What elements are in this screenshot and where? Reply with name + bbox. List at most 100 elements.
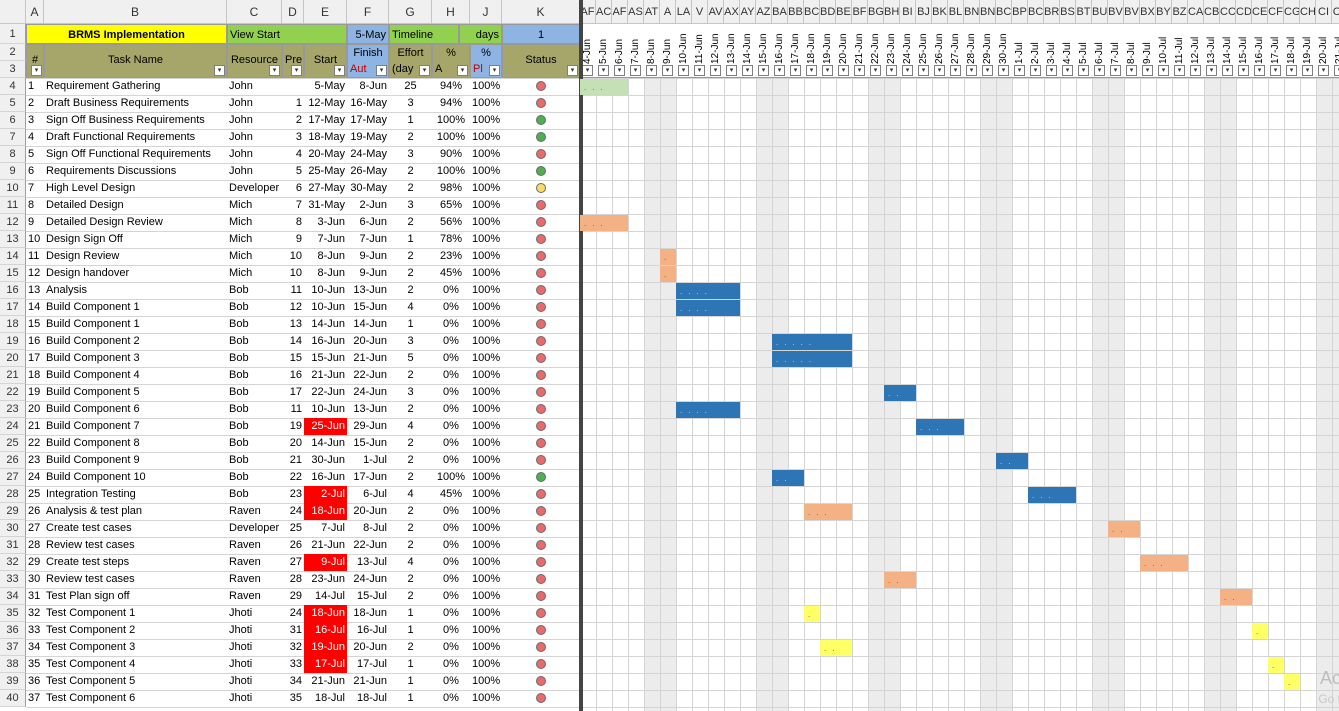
filter-dropdown-icon[interactable]: ▾ (457, 65, 468, 76)
task-pct-actual[interactable]: 0% (443, 539, 459, 551)
gantt-bar[interactable]: .. (1220, 589, 1252, 605)
task-number[interactable]: 24 (28, 471, 41, 483)
task-effort[interactable]: 2 (407, 522, 414, 534)
gantt-bar[interactable]: .. (1108, 521, 1140, 537)
task-pct-planned[interactable]: 100% (472, 114, 501, 126)
column-header-g[interactable]: G (389, 0, 432, 24)
task-predecessor[interactable]: 25 (289, 522, 302, 534)
task-pct-planned[interactable]: 100% (472, 641, 501, 653)
task-pct-planned[interactable]: 100% (472, 301, 501, 313)
task-pct-planned[interactable]: 100% (472, 318, 501, 330)
task-resource[interactable]: John (229, 148, 253, 160)
row-header[interactable]: 1 (0, 24, 26, 44)
task-pct-planned[interactable]: 100% (472, 182, 501, 194)
task-pct-actual[interactable]: 45% (439, 267, 463, 279)
task-start[interactable]: 2-Jul (304, 486, 347, 503)
filter-dropdown-icon[interactable]: ▾ (1158, 65, 1169, 76)
task-resource[interactable]: Jhoti (229, 624, 253, 636)
column-header-gantt[interactable]: AS (628, 0, 644, 24)
task-predecessor[interactable]: 27 (289, 556, 302, 568)
filter-dropdown-icon[interactable]: ▾ (419, 65, 430, 76)
task-predecessor[interactable]: 3 (295, 131, 302, 143)
task-number[interactable]: 20 (28, 403, 41, 415)
column-header-gantt[interactable]: BD (820, 0, 836, 24)
task-pct-planned[interactable]: 100% (472, 539, 501, 551)
task-predecessor[interactable]: 10 (289, 250, 302, 262)
gantt-bar[interactable]: .... (676, 283, 740, 299)
task-start[interactable]: 18-Jul (315, 692, 345, 704)
column-header-gantt[interactable]: BV (1124, 0, 1140, 24)
column-header-a[interactable]: A (26, 0, 44, 24)
task-effort[interactable]: 1 (407, 318, 414, 330)
task-start[interactable]: 17-May (308, 114, 345, 126)
column-header-gantt[interactable]: BS (1060, 0, 1076, 24)
row-header[interactable]: 17 (0, 299, 26, 316)
gantt-bar[interactable]: ... (580, 215, 628, 231)
task-finish[interactable]: 18-Jul (357, 692, 387, 704)
gantt-bar[interactable]: . (660, 266, 676, 282)
task-finish[interactable]: 13-Jun (353, 403, 387, 415)
task-pct-actual[interactable]: 0% (443, 386, 459, 398)
task-start[interactable]: 8-Jun (317, 250, 345, 262)
task-effort[interactable]: 2 (407, 641, 414, 653)
task-pct-planned[interactable]: 100% (472, 505, 501, 517)
task-pct-planned[interactable]: 100% (472, 165, 501, 177)
column-header-f[interactable]: F (347, 0, 389, 24)
task-pct-planned[interactable]: 100% (472, 607, 501, 619)
filter-dropdown-icon[interactable]: ▾ (854, 65, 865, 76)
row-header[interactable]: 33 (0, 571, 26, 588)
task-name[interactable]: Review test cases (46, 573, 135, 585)
row-header[interactable]: 20 (0, 350, 26, 367)
task-name[interactable]: Sign Off Functional Requirements (46, 148, 211, 160)
task-pct-actual[interactable]: 0% (443, 675, 459, 687)
task-predecessor[interactable]: 23 (289, 488, 302, 500)
task-resource[interactable]: Bob (229, 454, 249, 466)
task-name[interactable]: Draft Functional Requirements (46, 131, 196, 143)
task-predecessor[interactable]: 10 (289, 267, 302, 279)
task-resource[interactable]: Raven (229, 539, 261, 551)
column-header-gantt[interactable]: CC (1220, 0, 1236, 24)
task-number[interactable]: 16 (28, 335, 41, 347)
column-header-gantt[interactable]: CH (1300, 0, 1316, 24)
task-pct-planned[interactable]: 100% (472, 199, 501, 211)
gantt-bar[interactable]: ..... (772, 334, 852, 350)
column-header-gantt[interactable]: BH (884, 0, 900, 24)
task-resource[interactable]: Mich (229, 216, 253, 228)
task-pct-actual[interactable]: 0% (443, 556, 459, 568)
task-resource[interactable]: Jhoti (229, 675, 253, 687)
task-resource[interactable]: Bob (229, 403, 249, 415)
task-effort[interactable]: 5 (407, 352, 414, 364)
task-pct-planned[interactable]: 100% (472, 556, 501, 568)
task-effort[interactable]: 1 (407, 607, 414, 619)
task-finish[interactable]: 1-Jul (363, 454, 387, 466)
task-effort[interactable]: 3 (407, 148, 414, 160)
header-col-pct-a[interactable]: % A ▾ (432, 44, 470, 78)
task-pct-actual[interactable]: 0% (443, 437, 459, 449)
task-pct-actual[interactable]: 0% (443, 284, 459, 296)
task-pct-planned[interactable]: 100% (472, 692, 501, 704)
task-number[interactable]: 9 (28, 216, 35, 228)
task-effort[interactable]: 1 (407, 233, 414, 245)
filter-dropdown-icon[interactable]: ▾ (1270, 65, 1281, 76)
task-predecessor[interactable]: 21 (289, 454, 302, 466)
task-number[interactable]: 15 (28, 318, 41, 330)
gantt-bar[interactable]: ... (1028, 487, 1076, 503)
task-start[interactable]: 10-Jun (311, 301, 345, 313)
task-start[interactable]: 7-Jul (321, 522, 345, 534)
task-name[interactable]: Test Plan sign off (46, 590, 130, 602)
column-header-gantt[interactable]: AY (740, 0, 756, 24)
row-header[interactable]: 16 (0, 282, 26, 299)
timeline-value[interactable]: 1 (502, 24, 580, 44)
task-start[interactable]: 22-Jun (311, 386, 345, 398)
task-resource[interactable]: John (229, 114, 253, 126)
column-header-gantt[interactable]: CF (1268, 0, 1284, 24)
filter-dropdown-icon[interactable]: ▾ (31, 65, 42, 76)
task-pct-actual[interactable]: 0% (443, 369, 459, 381)
row-header[interactable]: 9 (0, 163, 26, 180)
task-finish[interactable]: 15-Jul (357, 590, 387, 602)
task-pct-planned[interactable]: 100% (472, 488, 501, 500)
row-header[interactable]: 27 (0, 469, 26, 486)
task-pct-planned[interactable]: 100% (472, 267, 501, 279)
column-header-gantt[interactable]: AF (612, 0, 628, 24)
row-header[interactable]: 19 (0, 333, 26, 350)
